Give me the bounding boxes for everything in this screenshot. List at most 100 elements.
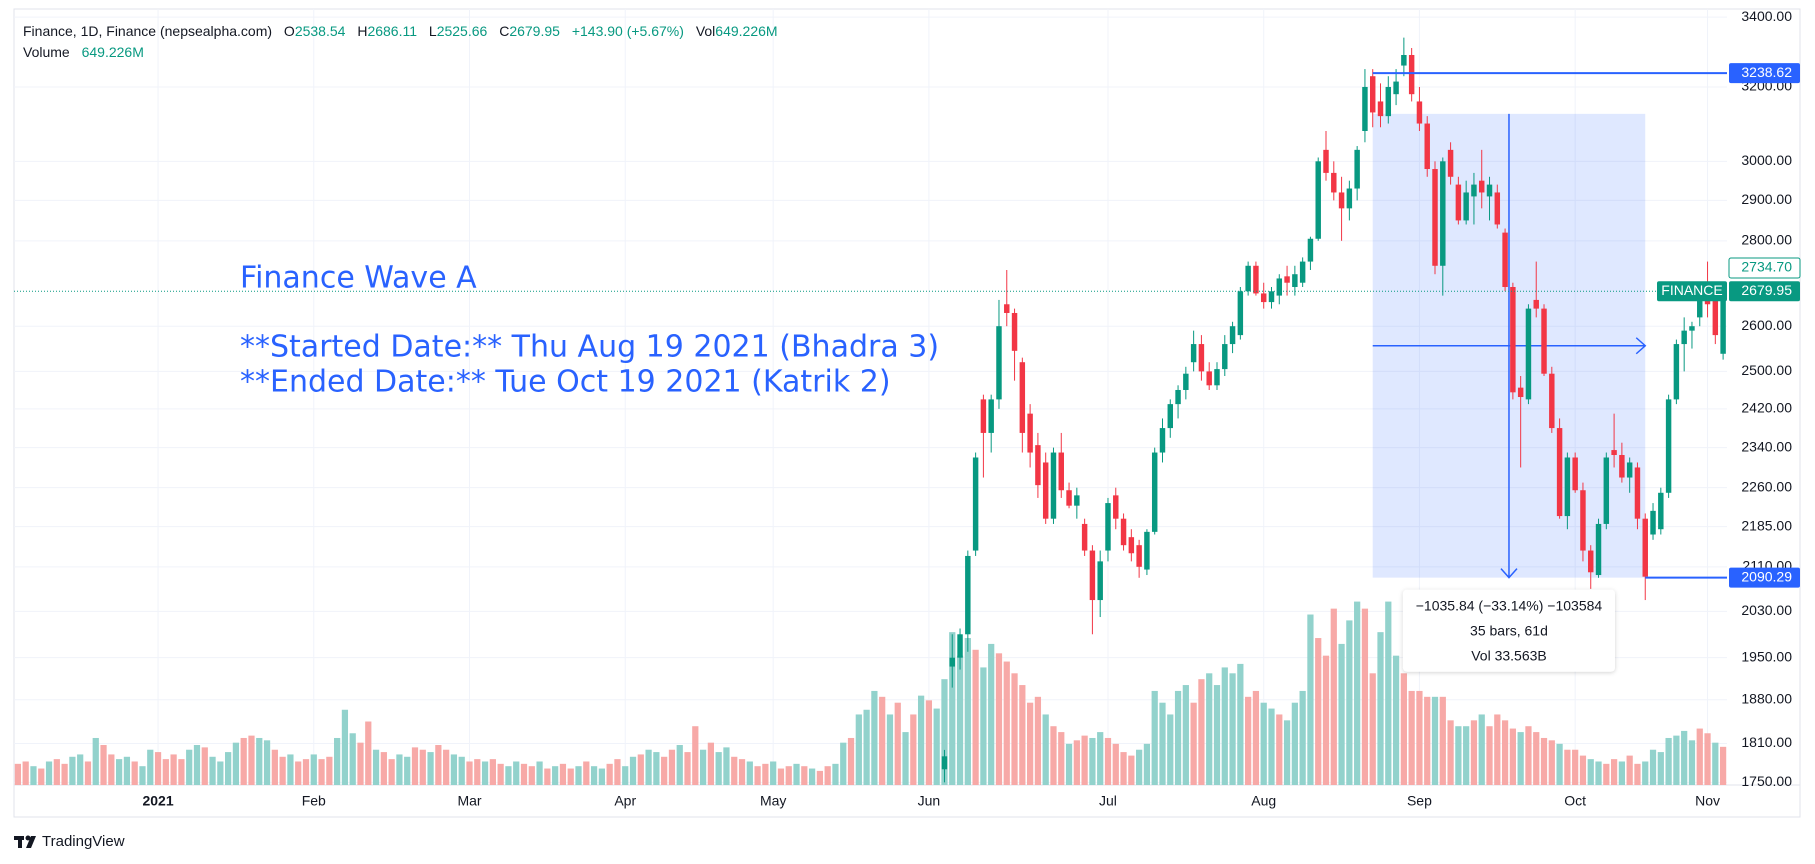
candle-body [1588, 550, 1594, 573]
close-value: 2679.95 [509, 23, 560, 39]
x-tick-label: Feb [302, 793, 326, 809]
candle-body [1027, 413, 1033, 453]
volume-bar [785, 766, 792, 785]
y-tick-label: 1750.00 [1741, 773, 1792, 789]
volume-bar [1712, 742, 1719, 785]
volume-bar [1182, 685, 1189, 785]
volume-bar [108, 754, 115, 785]
volume-bar [1385, 601, 1392, 785]
volume-bar [1260, 702, 1267, 785]
volume-bar [1696, 728, 1703, 785]
high-marker-label: 2734.70 [1741, 259, 1792, 275]
volume-bar [357, 742, 364, 785]
volume-bar [295, 761, 302, 785]
volume-bar [1416, 690, 1423, 785]
candle-body [1035, 445, 1041, 486]
volume-bar [653, 752, 660, 785]
volume-bar [1229, 673, 1236, 785]
volume-bar [178, 759, 185, 785]
volume-bar [879, 696, 886, 785]
volume-bar [801, 766, 808, 785]
volume-bar [443, 749, 450, 785]
volume-bar [388, 759, 395, 785]
candle-body [1019, 362, 1026, 433]
candle-body [1113, 495, 1119, 519]
volume-bar [170, 754, 177, 785]
volume-bar [1540, 737, 1548, 785]
volume-bar [1104, 737, 1112, 785]
candle-body [1050, 452, 1057, 519]
candle-body [1369, 76, 1376, 113]
candle-body [1042, 462, 1049, 519]
volume-bar [995, 653, 1003, 785]
open-prefix: O [283, 23, 295, 39]
annotation-text: **Ended Date:** Tue Oct 19 2021 (Katrik … [240, 365, 891, 400]
volume-bar [1190, 702, 1197, 785]
measure-info-box [1402, 589, 1615, 672]
volume-bar [956, 655, 964, 785]
volume-bar [684, 752, 691, 785]
candle-body [1432, 169, 1438, 266]
volume-bar [536, 761, 543, 785]
volume-bar [1315, 638, 1322, 785]
candle-body [957, 634, 963, 658]
volume-bar [824, 766, 831, 785]
volume-bar [949, 632, 956, 785]
volume-bar [1237, 663, 1244, 785]
volume-bar [256, 737, 263, 785]
volume-bar [902, 732, 909, 785]
volume-bar [583, 761, 590, 785]
vol-value: 649.226M [715, 23, 778, 39]
candle-body [1401, 54, 1407, 66]
volume-bar [925, 700, 933, 785]
volume-bar [1003, 661, 1010, 785]
volume-bar [1424, 696, 1431, 785]
volume-bar [334, 737, 341, 785]
volume-bar [45, 761, 53, 785]
volume-bar [770, 761, 777, 785]
candle-body [1136, 545, 1142, 567]
volume-bar [1252, 690, 1260, 785]
volume-bar [699, 749, 707, 785]
candle-body [965, 555, 971, 635]
footer-brand: TradingView [42, 833, 125, 850]
volume-bar [598, 768, 605, 785]
volume-bar [505, 766, 512, 785]
volume-bar [131, 761, 138, 785]
volume-bar [232, 742, 240, 785]
candle-body [1393, 81, 1399, 95]
candle-body [1471, 184, 1477, 197]
volume-bar [139, 766, 146, 785]
volume-bar [217, 761, 224, 785]
volume-bar [1174, 690, 1182, 785]
volume-bar [910, 714, 917, 785]
y-tick-label: 2500.00 [1741, 362, 1792, 378]
candle-body [1572, 457, 1578, 491]
volume-bar [53, 759, 60, 785]
volume-bar [380, 752, 387, 785]
volume-bar [746, 761, 753, 785]
volume-bar [793, 763, 800, 785]
volume-bar [1206, 673, 1213, 785]
candle-body [1011, 312, 1018, 351]
volume-bar [435, 745, 442, 785]
candle-body [1089, 550, 1096, 601]
volume-bar [1610, 759, 1618, 785]
volume-value: 649.226M [81, 44, 144, 60]
candle-body [1128, 537, 1135, 554]
volume-bar [474, 759, 481, 785]
volume-bar [458, 756, 465, 785]
volume-bar [1330, 608, 1337, 785]
volume-bar [988, 643, 995, 785]
candle-body [1385, 86, 1392, 117]
volume-bar [1564, 749, 1571, 785]
candle-body [1066, 490, 1072, 506]
volume-bar [1245, 696, 1252, 785]
candle-body [1712, 299, 1719, 336]
candle-body [1642, 518, 1648, 577]
volume-bar [738, 759, 746, 785]
y-tick-label: 2420.00 [1741, 400, 1792, 416]
candle-body [1268, 291, 1275, 303]
volume-bar [481, 761, 489, 785]
volume-bar [1042, 714, 1049, 785]
